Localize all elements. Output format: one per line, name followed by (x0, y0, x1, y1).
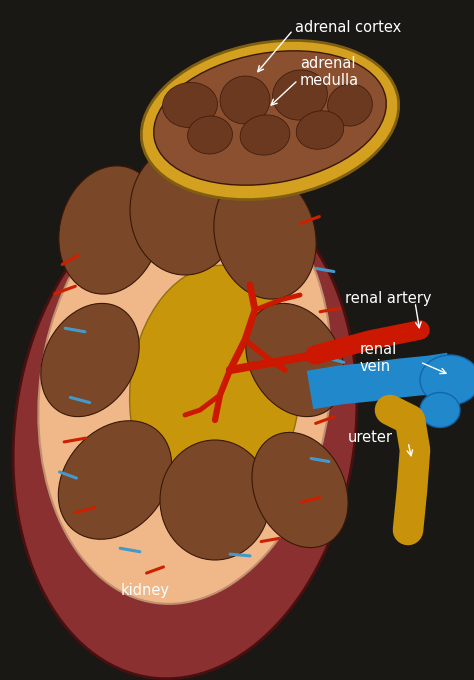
Ellipse shape (13, 182, 357, 679)
Ellipse shape (129, 265, 301, 515)
Ellipse shape (214, 171, 316, 299)
Ellipse shape (59, 166, 161, 294)
Ellipse shape (240, 115, 290, 155)
Ellipse shape (188, 116, 232, 154)
Text: renal artery: renal artery (345, 290, 431, 305)
Ellipse shape (328, 84, 373, 126)
Ellipse shape (296, 111, 344, 149)
Ellipse shape (273, 70, 328, 120)
Ellipse shape (252, 432, 348, 547)
Text: adrenal
medulla: adrenal medulla (300, 56, 359, 88)
Ellipse shape (220, 76, 270, 124)
Text: adrenal cortex: adrenal cortex (295, 20, 401, 35)
Ellipse shape (38, 176, 332, 604)
Ellipse shape (154, 51, 386, 185)
Ellipse shape (58, 421, 172, 539)
Text: ureter: ureter (348, 430, 393, 445)
Ellipse shape (246, 303, 344, 417)
Ellipse shape (141, 40, 399, 200)
Ellipse shape (41, 303, 139, 417)
Ellipse shape (163, 82, 218, 128)
Ellipse shape (160, 440, 270, 560)
Text: renal
vein: renal vein (360, 342, 397, 374)
Text: kidney: kidney (120, 583, 170, 598)
Ellipse shape (130, 145, 240, 275)
Ellipse shape (420, 392, 460, 428)
Ellipse shape (420, 355, 474, 405)
